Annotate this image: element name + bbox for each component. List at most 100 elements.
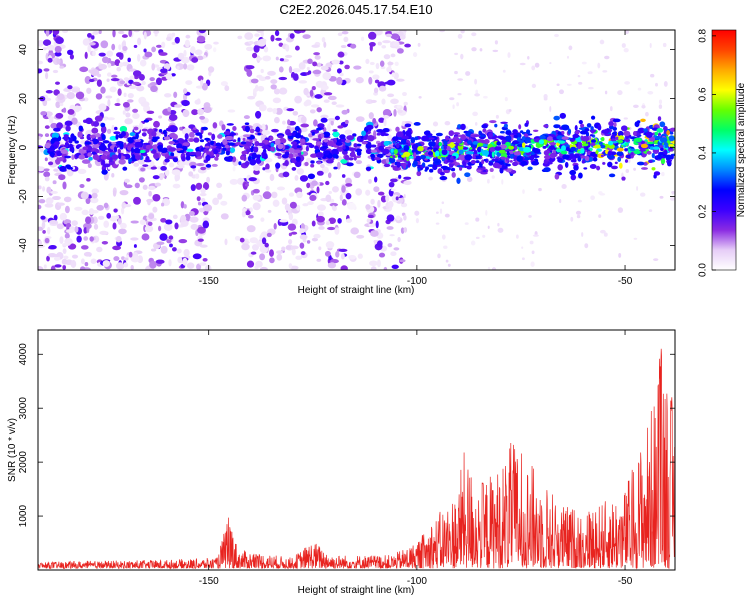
spectrogram-cell xyxy=(63,255,69,260)
spectrogram-cell xyxy=(207,132,212,136)
spectrogram-cell xyxy=(252,52,258,59)
spectrogram-cell xyxy=(262,55,272,62)
spectrogram-cell xyxy=(135,155,142,160)
y-tick-label: 3000 xyxy=(18,397,29,420)
spectrogram-cell xyxy=(399,259,406,263)
spectrogram-cell xyxy=(90,68,100,77)
spectrogram-cell xyxy=(84,76,91,84)
spectrogram-cell xyxy=(368,70,374,74)
spectrogram-cell xyxy=(509,150,514,155)
spectrogram-cell xyxy=(310,153,318,158)
spectrogram-cell xyxy=(482,234,486,238)
spectrogram-cell xyxy=(42,39,52,46)
spectrogram-cell xyxy=(395,196,399,201)
spectrogram-cell xyxy=(583,167,588,170)
spectrogram-cell xyxy=(91,35,95,40)
spectrogram-cell xyxy=(56,223,65,230)
spectrogram-cell xyxy=(580,155,586,159)
spectrogram-cell xyxy=(395,215,401,221)
spectrogram-cell xyxy=(91,151,96,155)
spectrogram-cell xyxy=(339,134,346,140)
spectrogram-cell xyxy=(344,64,350,70)
spectrogram-cell xyxy=(189,151,197,156)
spectrogram-cell xyxy=(57,202,65,206)
spectrogram-cell xyxy=(344,119,349,125)
spectrogram-cell xyxy=(387,134,392,141)
spectrogram-cell xyxy=(148,136,153,140)
spectrogram-cell xyxy=(600,144,606,149)
spectrogram-cell xyxy=(277,135,284,139)
spectrogram-cell xyxy=(149,77,155,82)
spectrogram-cell xyxy=(44,203,54,208)
spectrogram-cell xyxy=(341,31,349,35)
spectrogram-cell xyxy=(508,145,515,150)
spectrogram-cell xyxy=(38,266,44,270)
spectrogram-cell xyxy=(458,154,467,161)
spectrogram-cell xyxy=(597,124,602,131)
spectrogram-cell xyxy=(194,49,203,56)
spectrogram-cell xyxy=(76,235,82,243)
spectrogram-cell xyxy=(124,184,133,189)
spectrogram-cell xyxy=(221,124,226,131)
spectrogram-cell xyxy=(376,240,383,248)
spectrogram-cell xyxy=(424,130,431,135)
spectrogram-cell xyxy=(483,95,488,99)
spectrogram-cell xyxy=(331,148,339,155)
spectrogram-cell xyxy=(412,52,418,58)
spectrogram-cell xyxy=(476,169,482,172)
spectrogram-cell xyxy=(356,150,362,157)
spectrogram-cell xyxy=(84,261,89,267)
spectrogram-cell xyxy=(549,62,552,65)
spectrogram-cell xyxy=(397,109,403,114)
spectrogram-cell xyxy=(325,180,330,186)
spectrogram-cell xyxy=(481,150,489,156)
spectrogram-cell xyxy=(400,139,407,145)
spectrogram-cell xyxy=(560,130,565,135)
spectrogram-cell xyxy=(402,91,407,97)
spectrogram-cell xyxy=(64,120,73,127)
spectrogram-cell xyxy=(368,76,373,85)
spectrogram-cell xyxy=(306,182,311,189)
spectrogram-cell xyxy=(111,74,118,78)
spectrogram-cell xyxy=(150,85,158,93)
spectrogram-cell xyxy=(284,151,290,156)
spectrogram-cell xyxy=(175,63,184,70)
spectrogram-cell xyxy=(63,134,69,138)
spectrogram-cell xyxy=(323,138,329,143)
spectrogram-cell xyxy=(232,139,237,143)
spectrogram-cell xyxy=(621,43,626,48)
spectrogram-cell xyxy=(212,47,217,53)
spectrogram-cell xyxy=(491,151,495,158)
spectrogram-cell xyxy=(392,155,396,159)
spectrogram-cell xyxy=(611,165,618,170)
spectrogram-cell xyxy=(663,80,668,87)
spectrogram-cell xyxy=(40,215,46,220)
spectrogram-cell xyxy=(109,135,117,141)
spectrogram-cell xyxy=(167,106,172,112)
spectrogram-cell xyxy=(180,201,185,209)
spectrogram-cell xyxy=(374,79,380,84)
spectrogram-cell xyxy=(373,239,378,244)
spectrogram-cell xyxy=(179,126,183,131)
spectrogram-cell xyxy=(286,132,293,136)
spectrogram-cell xyxy=(262,191,272,200)
spectrogram-cell xyxy=(589,134,594,137)
spectrogram-cell xyxy=(393,247,400,251)
spectrogram-cell xyxy=(327,226,336,231)
spectrogram-cell xyxy=(312,61,318,67)
spectrogram-cell xyxy=(640,118,646,123)
spectrogram-cell xyxy=(590,142,596,146)
spectrogram-cell xyxy=(81,159,91,164)
spectrogram-frame xyxy=(37,29,676,271)
spectrogram-cell xyxy=(249,128,255,134)
spectrogram-cell xyxy=(531,83,537,89)
spectrogram-cell xyxy=(103,220,110,228)
colorbar-label: Normalized spectral amplitude xyxy=(736,82,747,217)
spectrogram-cell xyxy=(302,34,311,39)
spectrogram-cell xyxy=(172,157,179,163)
spectrogram-cell xyxy=(312,138,320,141)
spectrogram-cell xyxy=(574,124,578,131)
spectrogram-cell xyxy=(270,84,277,90)
spectrogram-cell xyxy=(123,77,129,81)
spectrogram-cell xyxy=(294,174,299,181)
